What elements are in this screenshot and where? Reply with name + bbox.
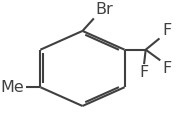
Text: F: F [139,65,148,80]
Text: Me: Me [0,80,24,95]
Text: F: F [162,61,171,76]
Text: Br: Br [96,2,113,17]
Text: F: F [162,23,171,38]
